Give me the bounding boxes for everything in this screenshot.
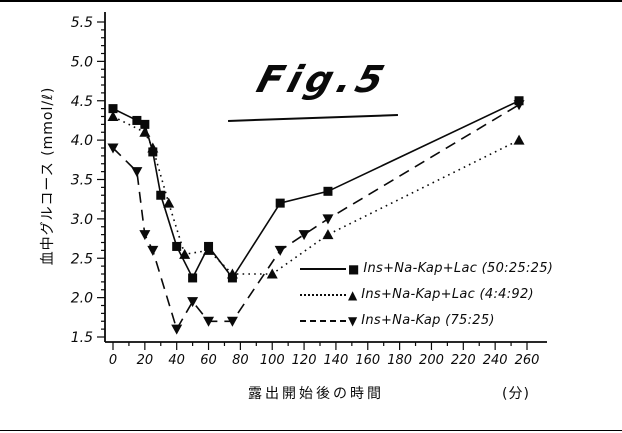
- x-tick-label: 40: [168, 353, 185, 368]
- y-axis-label: 血中グルコース (mmol/ℓ): [40, 86, 56, 266]
- data-point-marker-triangle-down: [147, 245, 159, 256]
- data-point-marker-triangle-down: [274, 245, 286, 256]
- triangle-up-marker-icon: ▲: [348, 287, 358, 302]
- legend-item: ▼ Ins+Na-Kap (75:25): [300, 311, 553, 330]
- data-point-marker-square: [172, 241, 182, 251]
- triangle-down-marker-icon: ▼: [348, 313, 358, 328]
- data-point-marker-triangle-up: [226, 268, 238, 279]
- legend-item: ■ Ins+Na-Kap+Lac (50:25:25): [300, 259, 553, 278]
- data-point-marker-triangle-down: [226, 316, 238, 327]
- data-point-marker-triangle-up: [163, 197, 175, 208]
- data-point-marker-square: [140, 119, 150, 129]
- x-tick-label: 60: [200, 353, 217, 368]
- data-point-marker-triangle-down: [203, 316, 215, 327]
- legend-item-label: Ins+Na-Kap+Lac (4:4:92): [361, 287, 534, 302]
- y-tick-label: 5.5: [71, 15, 93, 31]
- data-point-marker-square: [132, 115, 142, 125]
- y-tick-label: 2.5: [71, 251, 93, 267]
- data-point-marker-square: [188, 273, 198, 283]
- data-point-marker-square: [323, 186, 333, 196]
- y-tick-label: 1.5: [71, 330, 93, 346]
- data-point-marker-triangle-up: [322, 229, 334, 240]
- x-tick-label: 140: [324, 353, 349, 368]
- data-point-marker-triangle-up: [139, 126, 151, 137]
- data-point-marker-triangle-up: [266, 268, 278, 279]
- x-tick-label: 20: [137, 353, 154, 368]
- data-point-marker-triangle-up: [179, 248, 191, 259]
- square-marker-icon: ■: [348, 261, 360, 276]
- dashed-line-sample: [300, 319, 346, 322]
- x-axis-unit-label: (分): [502, 386, 530, 402]
- data-point-marker-square: [156, 190, 166, 200]
- x-tick-label: 120: [292, 353, 317, 368]
- x-tick-label: 100: [260, 353, 285, 368]
- solid-line-sample: [300, 267, 346, 270]
- legend-item-label: Ins+Na-Kap+Lac (50:25:25): [363, 261, 554, 276]
- data-point-marker-triangle-up: [107, 111, 119, 121]
- legend-item-label: Ins+Na-Kap (75:25): [361, 313, 495, 328]
- data-point-marker-triangle-down: [513, 100, 525, 111]
- y-tick-label: 3.0: [71, 212, 93, 228]
- data-point-marker-triangle-down: [298, 230, 310, 241]
- data-point-marker-square: [108, 104, 118, 114]
- x-tick-label: 80: [232, 353, 249, 368]
- x-tick-label: 200: [419, 353, 444, 368]
- scan-border-bottom: [0, 430, 622, 431]
- x-tick-label: 0: [109, 353, 117, 368]
- data-point-marker-square: [275, 198, 285, 208]
- series-line-solid: [112, 100, 520, 280]
- x-tick-label: 240: [483, 353, 508, 368]
- x-tick-label: 180: [387, 353, 412, 368]
- y-tick-label: 4.0: [71, 133, 93, 149]
- y-tick-label: 2.0: [71, 291, 93, 307]
- chart-legend: ■ Ins+Na-Kap+Lac (50:25:25) ▲ Ins+Na-Kap…: [300, 259, 553, 330]
- data-point-marker-triangle-up: [147, 142, 159, 153]
- dotted-line-sample: [300, 293, 346, 296]
- data-point-marker-triangle-down: [187, 297, 199, 308]
- data-point-marker-triangle-down: [171, 324, 183, 335]
- scan-border-top: [0, 0, 622, 2]
- figure-title: Fig.5: [252, 58, 394, 101]
- data-point-marker-triangle-up: [513, 134, 525, 145]
- y-tick-label: 5.0: [71, 54, 93, 70]
- data-point-marker-triangle-up: [203, 244, 215, 255]
- data-point-marker-triangle-down: [131, 167, 143, 178]
- y-tick-label: 4.5: [71, 94, 93, 110]
- x-tick-label: 220: [451, 353, 476, 368]
- data-point-marker-triangle-down: [107, 143, 119, 154]
- legend-item: ▲ Ins+Na-Kap+Lac (4:4:92): [300, 285, 553, 304]
- x-tick-label: 260: [515, 353, 540, 368]
- data-point-marker-triangle-down: [322, 214, 334, 225]
- x-tick-label: 160: [355, 353, 380, 368]
- data-point-marker-triangle-down: [139, 230, 151, 241]
- x-axis-label: 露出開始後の時間: [248, 386, 384, 402]
- y-tick-label: 3.5: [71, 173, 93, 189]
